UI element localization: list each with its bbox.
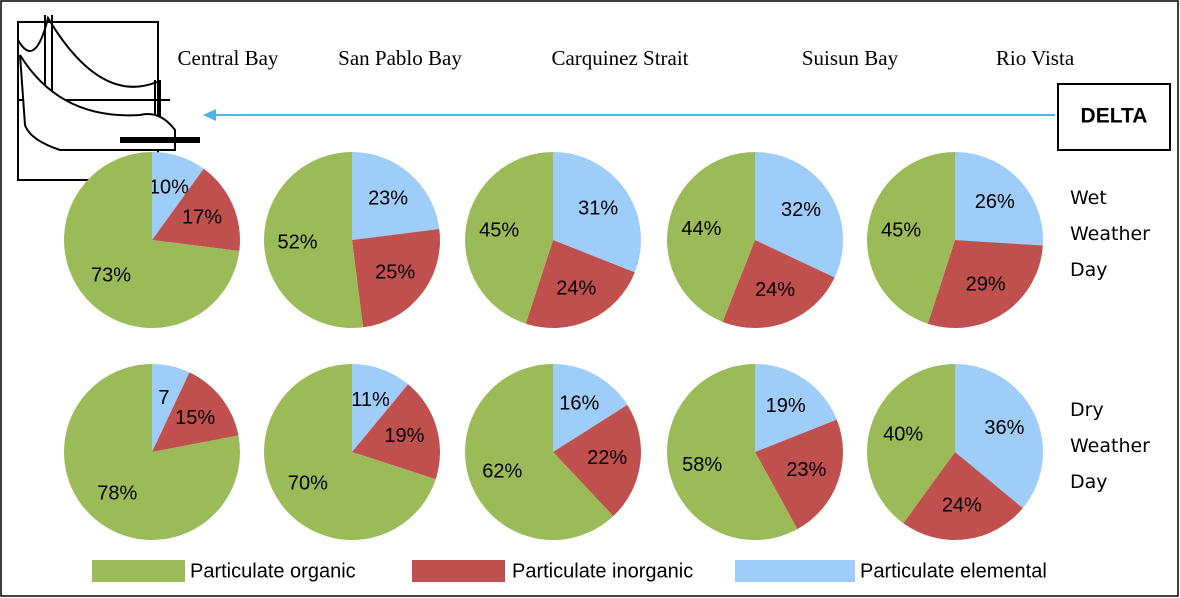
pie-slice (903, 452, 1023, 540)
value-label: 70% (288, 472, 328, 494)
pie-slice (465, 364, 614, 540)
pie-slice (553, 152, 642, 273)
column-header: Carquinez Strait (551, 46, 688, 70)
pie-slice (722, 240, 835, 328)
legend-swatch (735, 560, 855, 582)
arrow-head (203, 109, 216, 121)
delta-label: DELTA (1081, 105, 1148, 128)
pie-slice (465, 152, 553, 324)
value-label: 11% (351, 389, 390, 411)
pie-slice (263, 364, 436, 541)
value-label: 45% (479, 220, 519, 242)
column-header: Central Bay (178, 46, 279, 70)
row-label: Dry Weather Day (1070, 399, 1150, 493)
legend-label: Particulate elemental (860, 560, 1047, 582)
pie-slice (667, 364, 798, 541)
pie-slice (152, 372, 239, 452)
pie-slice (553, 404, 641, 517)
pie-slice (867, 152, 955, 324)
pie-slice (666, 152, 755, 322)
value-label: 32% (781, 199, 821, 221)
value-label: 45% (881, 220, 921, 242)
pie-slice (755, 152, 844, 278)
value-label: 24% (942, 494, 982, 516)
value-label: 62% (482, 460, 522, 482)
pie-slice (553, 364, 628, 452)
value-label: 19% (766, 395, 806, 417)
pie-slice (152, 152, 204, 240)
bridge-icon (17, 15, 200, 181)
pie-slice (867, 364, 955, 524)
legend-label: Particulate inorganic (512, 560, 693, 582)
value-label: 40% (883, 423, 923, 445)
pie-slice (152, 168, 240, 252)
column-header: Rio Vista (996, 46, 1075, 70)
pie-slice (352, 364, 409, 452)
legend-swatch (92, 560, 185, 582)
value-label: 25% (375, 262, 415, 284)
value-label: 16% (559, 392, 599, 414)
pie-slice (352, 228, 440, 328)
row-label: Wet Weather Day (1070, 187, 1150, 281)
value-label: 29% (966, 273, 1006, 295)
pie-slice (64, 152, 240, 329)
value-label: 23% (368, 187, 408, 209)
pie-slice (64, 364, 241, 541)
pie-slice (352, 152, 440, 240)
pie-slice (352, 384, 440, 480)
pie-slice (927, 240, 1043, 328)
pie-slice (152, 364, 190, 452)
value-label: 78% (97, 482, 137, 504)
delta-box (1057, 83, 1171, 151)
value-label: 19% (384, 425, 424, 447)
pie-slice (955, 152, 1043, 246)
pie-slice (755, 364, 837, 452)
column-header: San Pablo Bay (338, 46, 462, 70)
value-label: 17% (182, 207, 222, 229)
legend-label: Particulate organic (190, 560, 356, 582)
column-header: Suisun Bay (802, 46, 899, 70)
value-label: 7 (158, 387, 169, 409)
pie-slice (755, 419, 843, 530)
value-label: 23% (786, 459, 826, 481)
value-label: 22% (587, 447, 627, 469)
value-label: 15% (175, 407, 215, 429)
pie-slice (955, 364, 1044, 509)
value-label: 73% (91, 264, 131, 286)
pie-slice (264, 151, 364, 328)
value-label: 26% (975, 191, 1015, 213)
value-label: 10% (149, 176, 189, 198)
value-label: 36% (984, 417, 1024, 439)
value-label: 52% (278, 232, 318, 254)
legend-swatch (412, 560, 505, 582)
value-label: 24% (556, 278, 596, 300)
value-label: 24% (755, 279, 795, 301)
value-label: 58% (682, 454, 722, 476)
value-label: 31% (578, 198, 618, 220)
pie-slice (525, 240, 635, 328)
value-label: 44% (681, 218, 721, 240)
